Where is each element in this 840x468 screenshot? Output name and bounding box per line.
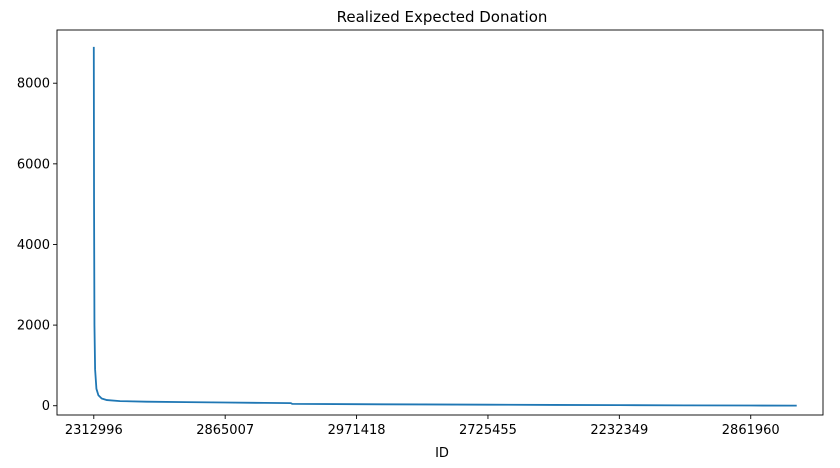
y-tick-label-3: 6000 [17, 157, 50, 172]
y-tick-label-1: 2000 [17, 319, 50, 334]
x-tick-label-4: 2232349 [590, 423, 648, 438]
x-tick-label-1: 2865007 [196, 423, 254, 438]
y-tick-label-2: 4000 [17, 238, 50, 253]
plot-frame [56, 29, 824, 416]
x-axis-label: ID [435, 446, 449, 461]
series-line-0 [92, 46, 797, 407]
x-tick-label-2: 2971418 [328, 423, 386, 438]
chart-title: Realized Expected Donation [337, 8, 548, 26]
plot-area: 0 2000 4000 6000 8000 2312996 2865007 2971418 27… [17, 29, 824, 438]
x-tick-label-3: 2725455 [459, 423, 517, 438]
x-tick-label-0: 2312996 [65, 423, 123, 438]
y-tick-label-4: 8000 [17, 77, 50, 92]
y-tick-label-0: 0 [42, 399, 50, 414]
x-tick-label-5: 2861960 [722, 423, 780, 438]
